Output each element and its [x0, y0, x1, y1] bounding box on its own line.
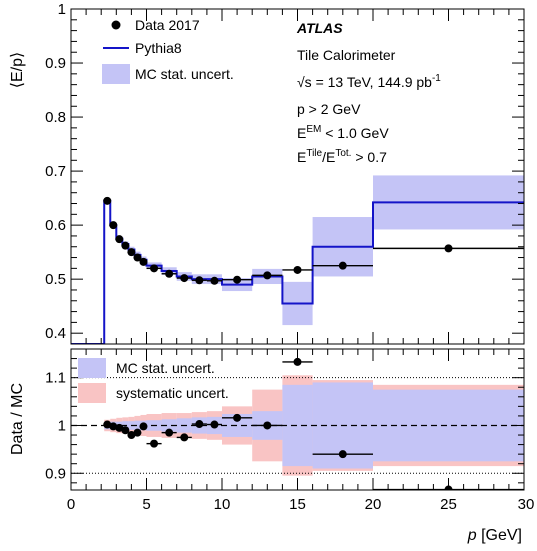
data-point — [444, 244, 453, 253]
energy-lumi-label: √s = 13 TeV, 144.9 pb-1 — [297, 73, 441, 90]
upper-y-axis-title: ⟨E/p⟩ — [9, 52, 26, 89]
legend-label-data: Data 2017 — [135, 17, 200, 33]
legend-marker-data — [111, 20, 121, 30]
lower-panel: 0.9 1 1.1 0 5 10 15 20 25 30 MC stat. uncert. sy… — [9, 348, 535, 544]
ratio-point — [338, 450, 347, 459]
ratio-point — [103, 420, 112, 429]
ratio-point — [115, 423, 124, 432]
x-tick-label: 15 — [289, 496, 306, 513]
x-axis-title: p [GeV] — [467, 527, 522, 544]
legend-swatch-stat-lower — [78, 358, 106, 378]
ratio-point — [293, 357, 302, 366]
y-tick-label-lower: 0.9 — [45, 465, 66, 482]
tile-fraction-cut-label: ETile/ETot. > 0.7 — [297, 148, 387, 165]
detector-label: Tile Calorimeter — [297, 47, 396, 63]
ratio-point — [127, 431, 136, 440]
legend-label-syst: systematic uncert. — [116, 385, 229, 401]
y-tick-label: 0.7 — [45, 163, 66, 180]
data-point — [103, 196, 112, 205]
data-point — [150, 264, 159, 273]
ratio-point — [133, 428, 142, 437]
data-points-upper — [103, 196, 524, 285]
upper-panel: 0.4 0.5 0.6 0.7 0.8 0.9 1 ⟨E/p⟩ Data 2017 Pyth… — [9, 1, 525, 345]
data-point — [109, 221, 118, 230]
y-tick-label: 0.5 — [45, 271, 66, 288]
x-tick-label: 30 — [518, 496, 535, 513]
x-tick-label: 5 — [142, 496, 150, 513]
x-tick-label: 20 — [365, 496, 382, 513]
data-point — [263, 271, 272, 280]
x-tick-label: 10 — [214, 496, 231, 513]
ratio-point — [150, 439, 159, 448]
upper-y-axis: 0.4 0.5 0.6 0.7 0.8 0.9 1 — [45, 1, 524, 342]
ratio-point — [180, 433, 189, 442]
y-tick-label: 0.9 — [45, 55, 66, 72]
annotation-block: ATLAS Tile Calorimeter √s = 13 TeV, 144.… — [296, 20, 441, 165]
legend-swatch-syst — [78, 383, 106, 403]
ratio-point — [121, 426, 130, 435]
y-tick-label-lower: 1 — [58, 417, 66, 434]
x-axis: 0 5 10 15 20 25 30 — [67, 349, 535, 513]
data-point — [338, 261, 347, 270]
legend-swatch-stat — [102, 64, 130, 84]
ratio-point — [233, 413, 242, 422]
data-point — [293, 265, 302, 274]
em-cut-label: EEM < 1.0 GeV — [297, 124, 389, 141]
y-tick-label: 0.4 — [45, 325, 66, 342]
data-point — [133, 253, 142, 262]
lower-y-axis-title: Data / MC — [9, 383, 26, 455]
ratio-point — [139, 422, 148, 431]
data-point — [127, 248, 136, 257]
ratio-point — [165, 428, 174, 437]
data-point — [139, 257, 148, 266]
stat-band-bin-lower — [161, 419, 177, 432]
atlas-label: ATLAS — [296, 20, 343, 36]
ratio-point — [195, 420, 204, 429]
data-point — [180, 274, 189, 283]
lower-legend: MC stat. uncert. systematic uncert. — [78, 358, 229, 403]
data-point — [121, 241, 130, 250]
data-point — [210, 276, 219, 285]
y-tick-label: 0.6 — [45, 217, 66, 234]
y-tick-label: 1 — [58, 1, 66, 18]
stat-band-bin-lower — [373, 389, 524, 462]
stat-band-bin-lower — [222, 414, 253, 437]
data-point — [195, 276, 204, 285]
ratio-point — [263, 421, 272, 430]
ratio-point — [210, 420, 219, 429]
ratio-point — [109, 422, 118, 431]
stat-band-bin-lower — [134, 420, 141, 431]
legend-label-stat: MC stat. uncert. — [135, 66, 234, 82]
upper-x-ticks — [70, 9, 525, 344]
legend-label-stat-lower: MC stat. uncert. — [116, 360, 215, 376]
y-tick-label-lower: 1.1 — [45, 370, 66, 387]
momentum-cut-label: p > 2 GeV — [297, 101, 361, 117]
data-point — [165, 269, 174, 278]
legend-label-pythia: Pythia8 — [135, 40, 182, 56]
x-tick-label: 0 — [67, 496, 75, 513]
data-point — [233, 275, 242, 284]
x-tick-label: 25 — [440, 496, 457, 513]
mc-stat-band-upper — [104, 175, 524, 326]
data-point — [115, 235, 124, 244]
upper-legend: Data 2017 Pythia8 MC stat. uncert. — [102, 17, 234, 84]
stat-band-bin-lower — [282, 384, 313, 467]
y-tick-label: 0.8 — [45, 109, 66, 126]
lower-y-axis: 0.9 1 1.1 — [45, 358, 524, 484]
